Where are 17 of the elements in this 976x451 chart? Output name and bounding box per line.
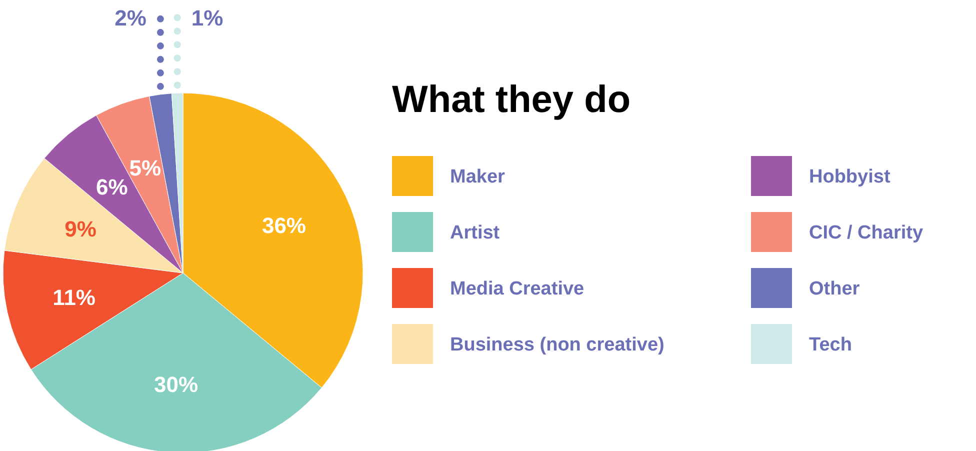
data-label: 11% — [52, 285, 96, 310]
legend-label: Maker — [450, 166, 506, 188]
legend-label: Media Creative — [450, 278, 584, 300]
data-label: 1% — [191, 6, 224, 31]
legend-label: Business (non creative) — [450, 334, 664, 356]
data-label: 36% — [262, 213, 306, 238]
legend-label: CIC / Charity — [809, 222, 924, 244]
legend-label: Hobbyist — [809, 166, 891, 188]
text: What they do — [392, 79, 631, 121]
data-label: 6% — [96, 174, 128, 200]
data-label: 2% — [114, 6, 146, 31]
data-label: 9% — [64, 216, 96, 242]
data-label: 5% — [129, 156, 162, 181]
data-label: 30% — [154, 372, 198, 398]
legend-label: Artist — [450, 222, 500, 244]
legend-label: Tech — [809, 334, 852, 356]
legend-label: Other — [809, 278, 860, 300]
